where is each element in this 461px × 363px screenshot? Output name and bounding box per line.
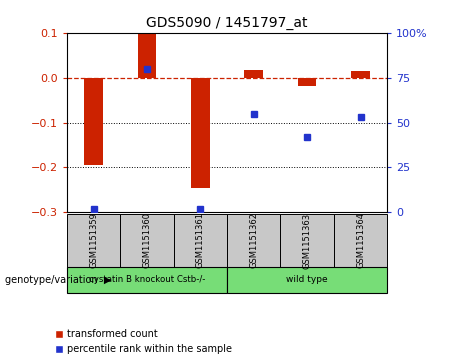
- Bar: [298, 78, 317, 86]
- Text: cystatin B knockout Cstb-/-: cystatin B knockout Cstb-/-: [89, 276, 205, 284]
- Legend: transformed count, percentile rank within the sample: transformed count, percentile rank withi…: [51, 326, 236, 358]
- Bar: [191, 78, 210, 188]
- Bar: [137, 33, 156, 78]
- Text: GSM1151360: GSM1151360: [142, 212, 152, 269]
- Text: GSM1151364: GSM1151364: [356, 212, 365, 269]
- Bar: [244, 69, 263, 78]
- Bar: [351, 71, 370, 78]
- Text: GSM1151363: GSM1151363: [302, 212, 312, 269]
- Text: GSM1151361: GSM1151361: [196, 212, 205, 269]
- Text: GSM1151362: GSM1151362: [249, 212, 258, 269]
- Text: wild type: wild type: [286, 276, 328, 284]
- Text: genotype/variation  ▶: genotype/variation ▶: [5, 275, 111, 285]
- Bar: [84, 78, 103, 165]
- Text: GSM1151359: GSM1151359: [89, 213, 98, 268]
- Title: GDS5090 / 1451797_at: GDS5090 / 1451797_at: [146, 16, 308, 30]
